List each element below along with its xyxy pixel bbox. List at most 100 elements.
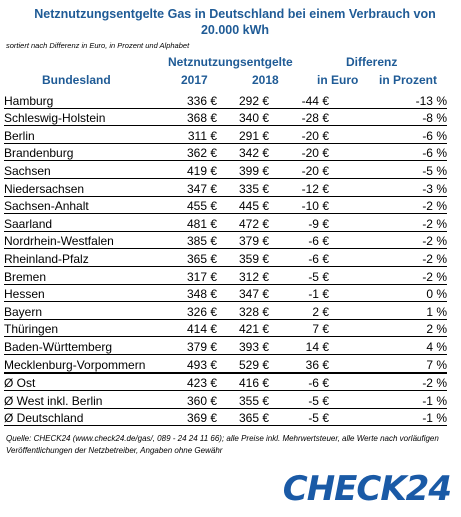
spacer-cell <box>217 91 231 109</box>
cell-2017: 493 € <box>179 354 217 374</box>
cell-bundesland: Berlin <box>4 125 179 144</box>
cell-diff-euro: -9 € <box>269 213 329 232</box>
cell-2018: 393 € <box>231 336 269 355</box>
cell-diff-euro: -6 € <box>269 371 329 392</box>
cell-diff-percent: 0 % <box>329 284 447 303</box>
cell-2017: 317 € <box>179 266 217 285</box>
cell-2017: 347 € <box>179 178 217 197</box>
header-2018: 2018 <box>252 73 279 87</box>
cell-2017: 481 € <box>179 213 217 232</box>
cell-2017: 326 € <box>179 301 217 320</box>
cell-diff-percent: -6 % <box>329 143 447 162</box>
cell-diff-percent: -2 % <box>329 371 447 392</box>
table-row: Bremen 317 € 312 € -5 € -2 % <box>4 266 447 285</box>
cell-2018: 399 € <box>231 160 269 179</box>
cell-2018: 342 € <box>231 143 269 162</box>
cell-bundesland: Hessen <box>4 284 179 303</box>
cell-2018: 445 € <box>231 196 269 215</box>
spacer-cell <box>217 301 231 320</box>
cell-2018: 365 € <box>231 408 269 427</box>
cell-bundesland: Ø Ost <box>4 371 179 392</box>
header-in-prozent: in Prozent <box>379 73 438 87</box>
spacer-cell <box>217 336 231 355</box>
cell-2017: 365 € <box>179 248 217 267</box>
cell-2017: 423 € <box>179 371 217 392</box>
table-row: Sachsen-Anhalt 455 € 445 € -10 € -2 % <box>4 196 447 215</box>
cell-2017: 362 € <box>179 143 217 162</box>
table-row: Thüringen 414 € 421 €7 €2 % <box>4 319 447 338</box>
spacer-cell <box>217 196 231 215</box>
cell-2018: 421 € <box>231 319 269 338</box>
spacer-cell <box>217 125 231 144</box>
table-row: Schleswig-Holstein 368 € 340 € -28 € -8 % <box>4 108 447 127</box>
cell-2018: 529 € <box>231 354 269 374</box>
table-row: Mecklenburg-Vorpommern 493 € 529 €36 €7 % <box>4 354 447 374</box>
cell-2018: 359 € <box>231 248 269 267</box>
cell-2018: 335 € <box>231 178 269 197</box>
table-row: Baden-Württemberg 379 € 393 €14 €4 % <box>4 336 447 355</box>
spacer-cell <box>217 143 231 162</box>
spacer-cell <box>217 108 231 127</box>
table-row: Rheinland-Pfalz 365 € 359 € -6 € -2 % <box>4 248 447 267</box>
cell-diff-percent: -1 % <box>329 390 447 409</box>
header-group-diff: Differenz <box>346 55 398 69</box>
cell-bundesland: Mecklenburg-Vorpommern <box>4 354 179 374</box>
cell-bundesland: Saarland <box>4 213 179 232</box>
cell-2017: 455 € <box>179 196 217 215</box>
cell-diff-percent: -6 % <box>329 125 447 144</box>
cell-2018: 355 € <box>231 390 269 409</box>
table-row: Sachsen 419 € 399 € -20 € -5 % <box>4 160 447 179</box>
spacer-cell <box>217 160 231 179</box>
spacer-cell <box>217 248 231 267</box>
cell-bundesland: Bayern <box>4 301 179 320</box>
cell-diff-euro: -5 € <box>269 408 329 427</box>
table-row: Nordrhein-Westfalen 385 € 379 € -6 € -2 % <box>4 231 447 250</box>
header-bundesland: Bundesland <box>42 73 111 87</box>
cell-diff-euro: 7 € <box>269 319 329 338</box>
spacer-cell <box>217 319 231 338</box>
cell-2017: 348 € <box>179 284 217 303</box>
cell-diff-euro: -6 € <box>269 231 329 250</box>
table-row: Hamburg 336 € 292 € -44 € -13 % <box>4 91 447 109</box>
spacer-cell <box>217 390 231 409</box>
cell-diff-percent: -1 % <box>329 408 447 427</box>
cell-2018: 416 € <box>231 371 269 392</box>
summary-row: Ø West inkl. Berlin 360 € 355 € -5 € -1 % <box>4 390 447 409</box>
cell-diff-euro: -1 € <box>269 284 329 303</box>
table-row: Hessen 348 € 347 € -1 €0 % <box>4 284 447 303</box>
cell-diff-euro: -10 € <box>269 196 329 215</box>
source-note: Quelle: CHECK24 (www.check24.de/gas/, 08… <box>6 434 439 455</box>
spacer-cell <box>217 408 231 427</box>
cell-diff-percent: -2 % <box>329 266 447 285</box>
cell-diff-euro: -6 € <box>269 248 329 267</box>
cell-diff-euro: -20 € <box>269 143 329 162</box>
cell-diff-percent: 4 % <box>329 336 447 355</box>
cell-diff-percent: 1 % <box>329 301 447 320</box>
cell-bundesland: Baden-Württemberg <box>4 336 179 355</box>
cell-diff-euro: 36 € <box>269 354 329 374</box>
cell-2017: 336 € <box>179 91 217 109</box>
cell-2017: 419 € <box>179 160 217 179</box>
header-group-fees: Netznutzungsentgelte <box>168 55 293 69</box>
spacer-cell <box>217 178 231 197</box>
cell-2018: 347 € <box>231 284 269 303</box>
cell-2017: 368 € <box>179 108 217 127</box>
cell-diff-percent: -2 % <box>329 213 447 232</box>
table-row: Brandenburg 362 € 342 € -20 € -6 % <box>4 143 447 162</box>
cell-diff-euro: -28 € <box>269 108 329 127</box>
cell-bundesland: Rheinland-Pfalz <box>4 248 179 267</box>
cell-diff-percent: 2 % <box>329 319 447 338</box>
cell-bundesland: Schleswig-Holstein <box>4 108 179 127</box>
cell-bundesland: Ø West inkl. Berlin <box>4 390 179 409</box>
spacer-cell <box>217 213 231 232</box>
cell-2018: 340 € <box>231 108 269 127</box>
spacer-cell <box>217 266 231 285</box>
cell-bundesland: Hamburg <box>4 91 179 109</box>
cell-diff-percent: 7 % <box>329 354 447 374</box>
spacer-cell <box>217 231 231 250</box>
cell-2018: 312 € <box>231 266 269 285</box>
cell-bundesland: Niedersachsen <box>4 178 179 197</box>
cell-bundesland: Thüringen <box>4 319 179 338</box>
cell-bundesland: Nordrhein-Westfalen <box>4 231 179 250</box>
cell-2018: 379 € <box>231 231 269 250</box>
